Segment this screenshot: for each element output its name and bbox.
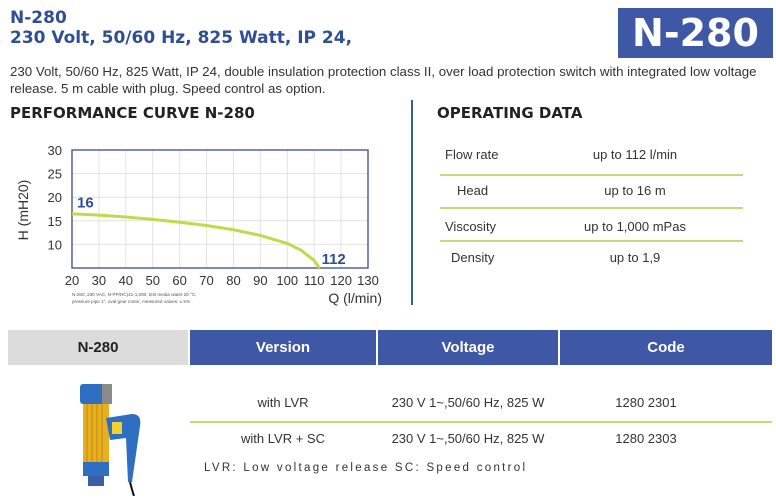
row-divider [440,207,743,209]
x-tick-label: 20 [65,273,79,288]
plot-frame [71,149,369,269]
op-value: up to 16 m [604,182,666,198]
annotation-max-flow: 112 [322,251,346,268]
x-tick-label: 30 [92,273,106,288]
y-tick-label: 25 [48,167,62,182]
op-value: up to 112 l/min [592,146,678,162]
row-divider [440,174,743,176]
performance-chart: 20 30 40 50 60 70 80 90 100 110 120 130 10 15 20 25 30 1… [15,143,382,306]
op-label: Viscosity [445,218,497,234]
x-tick-label: 60 [172,273,186,288]
x-tick-label: 90 [253,273,267,288]
chart-footnote-line1: N-260, 230 VAC, N-PP/HC)41-1,000, test m… [72,292,197,297]
x-tick-label: 50 [145,273,159,288]
abbreviation-note: LVR: Low voltage release SC: Speed contr… [204,462,528,474]
table-header-code: Code [560,330,772,365]
row-divider [440,240,743,242]
table-row-divider [190,421,772,423]
performance-curve [71,212,321,269]
op-label: Density [451,249,495,265]
y-tick-label: 10 [48,237,62,252]
table-header-version: Version [190,330,376,365]
operating-heading: OPERATING DATA [437,104,583,122]
x-tick-label: 120 [330,273,352,288]
y-tick-label: 15 [48,214,62,229]
row2-version: with LVR + SC [241,431,325,446]
op-label: Flow rate [445,146,499,162]
x-tick-label: 80 [226,273,240,288]
chart-footnote-line2: pressure pipe 1", oval gear motor, measu… [72,299,190,304]
x-axis-label: Q (l/min) [328,290,382,306]
op-label: Head [457,182,489,198]
op-value: up to 1,000 mPas [584,218,686,234]
model-title: N-280 [10,8,67,28]
op-row-density: Density up to 1,9 [435,240,745,274]
x-tick-label: 110 [304,273,325,288]
y-axis-label: H (mH20) [15,180,31,241]
y-tick-label: 20 [48,190,62,205]
x-tick-label: 70 [199,273,213,288]
y-tick-label: 30 [48,143,62,158]
op-row-flow-rate: Flow rate up to 112 l/min [435,137,745,171]
row2-voltage: 230 V 1~,50/60 Hz, 825 W [391,431,545,446]
table-header-model: N-280 [8,330,188,365]
row2-code: 1280 2303 [615,431,677,446]
x-tick-label: 100 [276,273,298,288]
pump-image [80,384,141,496]
table-header-voltage: Voltage [378,330,558,365]
op-value: up to 1,9 [609,249,661,265]
section-divider [411,100,413,305]
x-tick-label: 130 [357,273,379,288]
x-tick-label: 40 [119,273,133,288]
model-subtitle: 230 Volt, 50/60 Hz, 825 Watt, IP 24, [10,28,353,48]
performance-heading: PERFORMANCE CURVE N-280 [10,104,255,122]
op-row-viscosity: Viscosity up to 1,000 mPas [435,209,745,243]
row1-version: with LVR [257,395,309,410]
row1-code: 1280 2301 [615,395,677,410]
annotation-max-head: 16 [77,195,94,212]
product-description: 230 Volt, 50/60 Hz, 825 Watt, IP 24, dou… [10,64,757,96]
model-badge: N-280 [618,8,773,58]
row1-voltage: 230 V 1~,50/60 Hz, 825 W [391,395,545,410]
op-row-head: Head up to 16 m [435,173,745,207]
